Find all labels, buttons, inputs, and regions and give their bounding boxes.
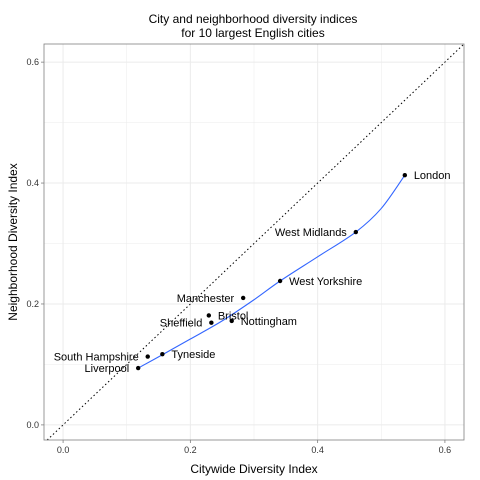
x-tick-label-3: 0.6 [439,445,452,455]
y-tick-label-3: 0.6 [26,57,39,67]
x-tick-label-2: 0.4 [311,445,324,455]
point-sheffield [209,320,214,325]
x-axis-ticks: 0.0 0.2 0.4 0.6 [57,440,451,455]
x-tick-label-1: 0.2 [184,445,197,455]
y-axis-title: Neighborhood Diversity Index [6,163,20,320]
point-label-bristol: Bristol [218,310,249,322]
y-tick-label-0: 0.0 [26,420,39,430]
point-label-manchester: Manchester [177,293,235,305]
point-manchester [240,295,246,301]
x-axis-title: Citywide Diversity Index [190,462,317,476]
point-label-sheffield: Sheffield [160,318,203,330]
point-london [402,172,408,178]
point-label-nottingham: Nottingham [241,316,297,328]
point-tyneside [160,351,165,357]
trend-line [137,174,406,369]
smooth-trend-path [137,174,406,369]
chart-title-line-2: for 10 largest English cities [181,26,324,40]
plot-border [43,43,465,441]
point-label-west-yorkshire: West Yorkshire [289,276,362,288]
grid [44,44,464,440]
point-label-liverpool: Liverpool [85,363,130,375]
point-bristol [206,313,212,318]
data-points [135,172,408,371]
y-tick-label-1: 0.2 [26,299,39,309]
point-labels: London West Midlands West Yorkshire Manches… [54,170,451,375]
point-south-hampshire [145,354,150,359]
x-tick-label-0: 0.0 [57,445,70,455]
point-nottingham [229,318,234,324]
point-west-yorkshire [277,278,283,284]
point-label-london: London [414,170,451,182]
point-west-midlands [353,229,359,235]
chart-title-line-1: City and neighborhood diversity indices [149,12,358,26]
y-tick-label-2: 0.4 [26,178,39,188]
point-label-tyneside: Tyneside [171,349,215,361]
y-axis-ticks: 0.0 0.2 0.4 0.6 [26,57,44,430]
point-label-west-midlands: West Midlands [275,227,347,239]
point-liverpool [135,365,141,371]
point-label-south-hampshire: South Hampshire [54,352,139,364]
